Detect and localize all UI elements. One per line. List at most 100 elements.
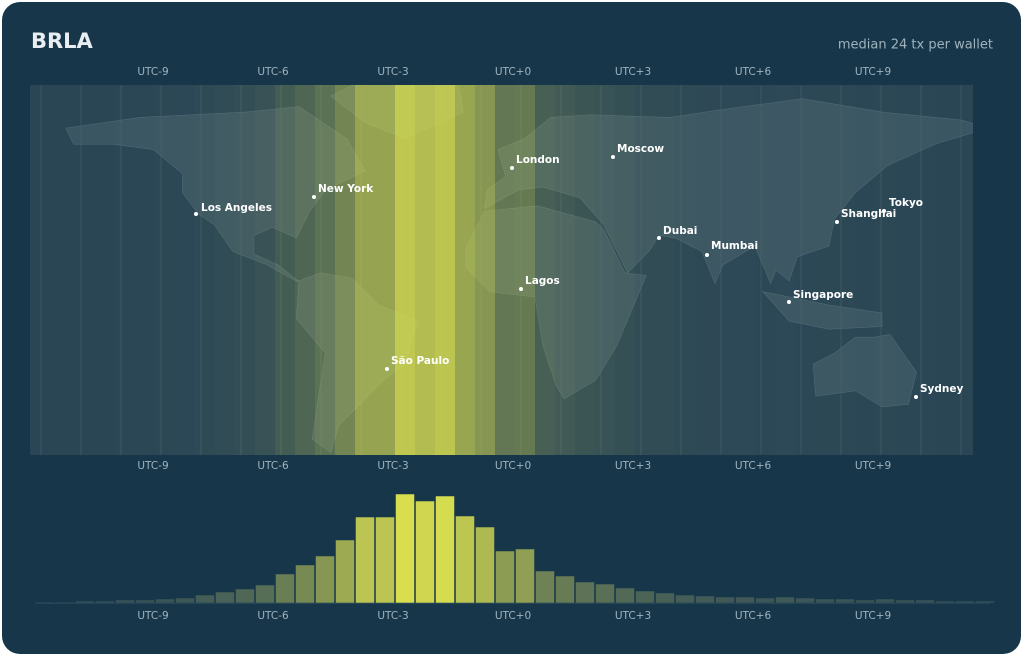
histogram-bar: [275, 573, 295, 604]
timezone-stripe: [355, 85, 375, 455]
histogram-bar: [615, 587, 635, 604]
histogram-bar: [495, 550, 515, 604]
timezone-stripe: [435, 85, 455, 455]
histogram-bar: [135, 599, 155, 604]
city-label: Dubai: [663, 225, 697, 237]
histogram-bar: [315, 555, 335, 604]
city-dot: [519, 287, 523, 291]
timezone-stripe: [515, 85, 535, 455]
timezone-stripe: [855, 85, 875, 455]
timezone-stripe: [955, 85, 975, 455]
timezone-stripe: [175, 85, 195, 455]
histogram-bar: [115, 599, 135, 604]
timezone-stripe: [395, 85, 415, 455]
city-dot: [787, 300, 791, 304]
city-markers: Los Angeles New York London Moscow Dubai Mumb…: [194, 143, 964, 399]
timezone-stripe: [315, 85, 335, 455]
histogram-bar: [815, 598, 835, 604]
city-label: Lagos: [525, 275, 560, 287]
city-dot: [385, 367, 389, 371]
city-dot: [194, 212, 198, 216]
city-label: Singapore: [793, 289, 853, 301]
city-dot: [705, 253, 709, 257]
timezone-label: UTC+6: [735, 610, 772, 622]
city-dot: [882, 209, 886, 213]
timezone-stripe: [575, 85, 595, 455]
timezone-label: UTC+3: [615, 66, 651, 78]
timezone-stripe: [75, 85, 95, 455]
timezone-stripe: [155, 85, 175, 455]
timezone-stripe: [795, 85, 815, 455]
city-dot: [611, 155, 615, 159]
timezone-stripe: [195, 85, 215, 455]
timezone-label: UTC-6: [257, 66, 289, 78]
histogram-bar: [555, 575, 575, 604]
timezone-stripe: [735, 85, 755, 455]
continent: [812, 334, 917, 408]
timezone-stripe: [815, 85, 835, 455]
city-label: Tokyo: [889, 197, 923, 209]
timezone-stripe: [655, 85, 675, 455]
city-label: Sydney: [920, 383, 964, 395]
timezone-stripe: [215, 85, 235, 455]
timezone-stripe: [115, 85, 135, 455]
histogram-bar: [95, 600, 115, 604]
timezone-stripe: [935, 85, 955, 455]
timezone-label: UTC-9: [137, 66, 168, 78]
continent: [65, 106, 366, 284]
timezone-label: UTC-6: [257, 460, 289, 472]
city-dot: [510, 166, 514, 170]
histogram-bar: [715, 596, 735, 604]
city-label: Shanghai: [841, 208, 896, 220]
histogram-bar: [35, 601, 55, 604]
histogram-bar: [235, 588, 255, 604]
timezone-label: UTC-3: [377, 460, 408, 472]
histogram-bar: [475, 526, 495, 604]
timezone-stripe: [715, 85, 735, 455]
timezone-stripe: [695, 85, 715, 455]
timezone-stripe: [375, 85, 395, 455]
timezone-label: UTC+6: [735, 460, 772, 472]
timezone-label: UTC+9: [855, 460, 891, 472]
histogram-bar: [735, 596, 755, 604]
title: BRLA: [31, 29, 94, 53]
timezone-label: UTC+6: [735, 66, 772, 78]
histogram-bar: [975, 600, 995, 604]
continent: [484, 98, 973, 285]
timezone-stripe: [235, 85, 255, 455]
histogram-bar: [355, 516, 375, 604]
timezone-stripe: [55, 85, 75, 455]
timezone-stripe: [615, 85, 635, 455]
histogram-bar: [795, 597, 815, 604]
timezone-label: UTC+3: [615, 610, 651, 622]
histogram-bar: [635, 590, 655, 604]
timezone-stripe: [675, 85, 695, 455]
histogram-bar: [695, 595, 715, 604]
city-dot: [657, 236, 661, 240]
timezone-stripe: [595, 85, 615, 455]
histogram-bar: [255, 584, 275, 604]
timezone-stripe: [295, 85, 315, 455]
histogram-bar: [835, 598, 855, 604]
histogram-bar: [435, 495, 455, 604]
timezone-stripe: [495, 85, 515, 455]
timezone-stripes: [55, 85, 975, 455]
timezone-stripe: [555, 85, 575, 455]
histogram-bar: [295, 564, 315, 604]
map-land: [40, 85, 973, 455]
timezone-label: UTC-3: [377, 66, 408, 78]
timezone-stripe: [635, 85, 655, 455]
histogram-bar: [515, 548, 535, 604]
histogram-bar: [175, 597, 195, 604]
histogram-bar: [855, 599, 875, 604]
histogram-bar: [195, 594, 215, 604]
histogram-bar: [415, 500, 435, 604]
city-label: London: [516, 154, 560, 166]
timezone-label: UTC-6: [257, 610, 289, 622]
histogram-bar: [395, 493, 415, 604]
histogram-bar: [215, 591, 235, 604]
histogram-bar: [155, 598, 175, 604]
timezone-label: UTC+9: [855, 610, 891, 622]
timezone-label: UTC-3: [377, 610, 408, 622]
